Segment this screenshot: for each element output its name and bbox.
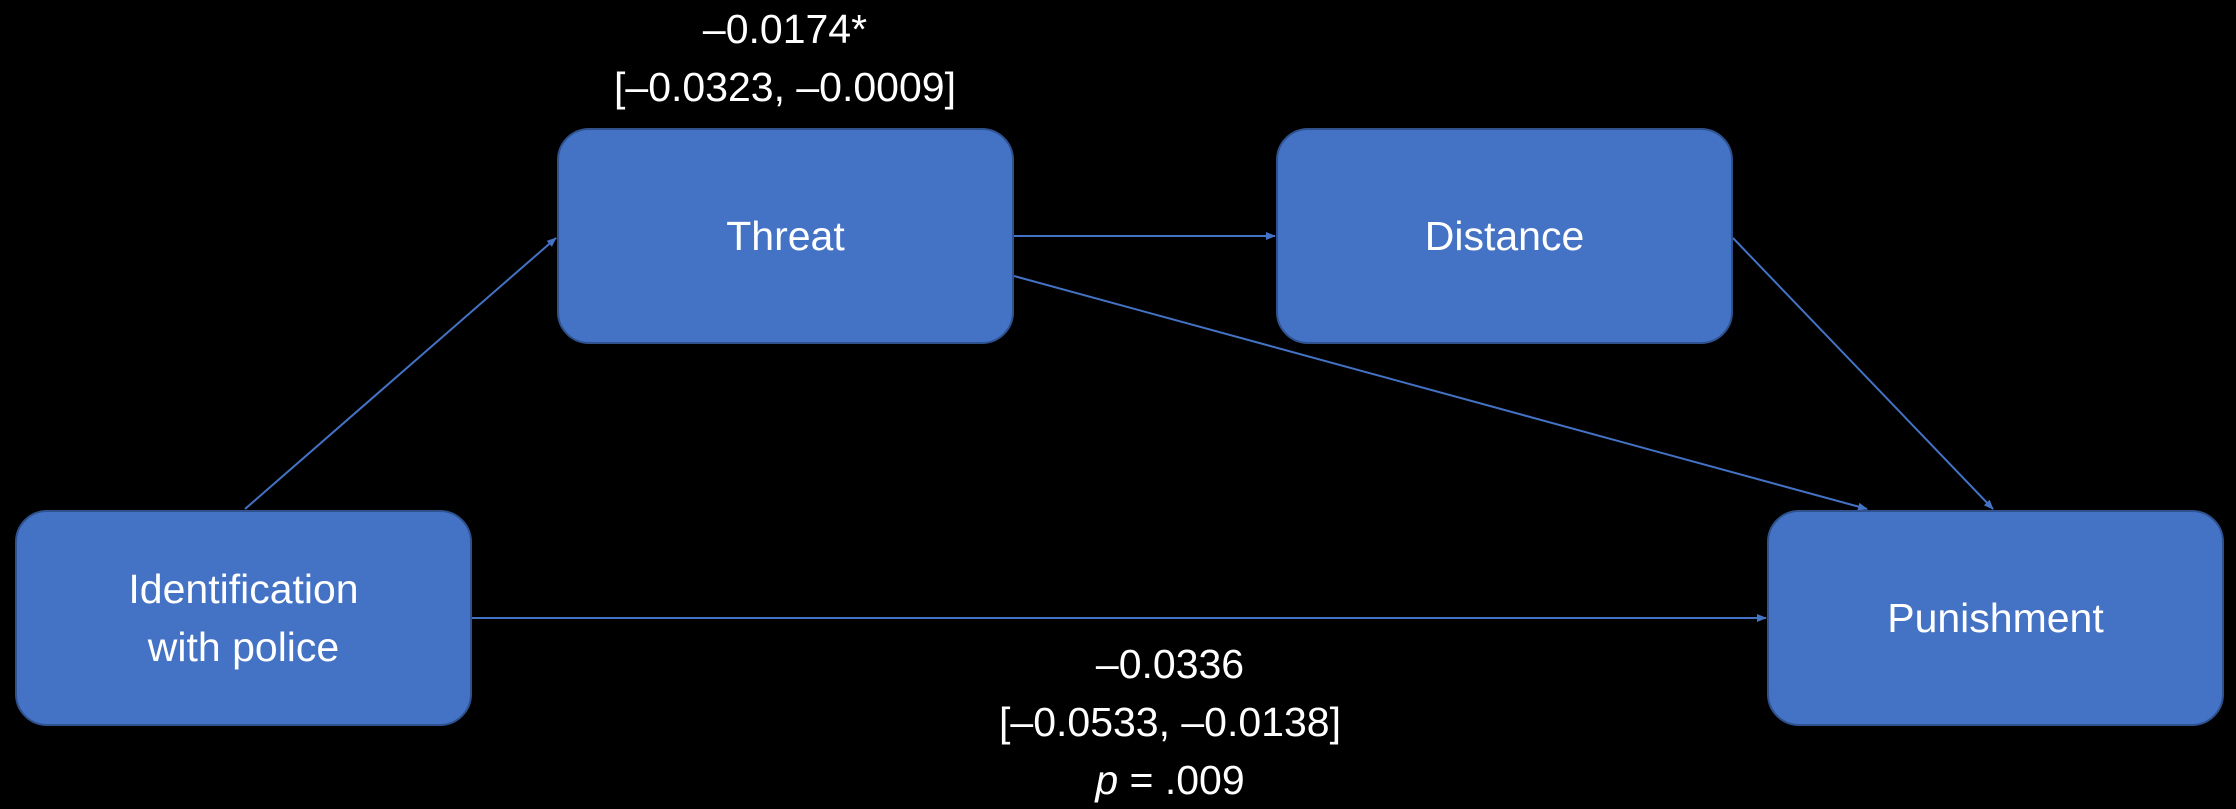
node-punishment-label: Punishment <box>1887 595 2104 641</box>
node-identification-with-police: Identification with police <box>15 510 472 726</box>
p-value: = .009 <box>1118 757 1245 803</box>
path-p-value-identification-to-punishment: p = .009 <box>960 751 1380 809</box>
path-estimate-identification-to-punishment: –0.0336 <box>1095 641 1245 687</box>
node-identification-label-line-2: with police <box>147 624 340 670</box>
node-punishment: Punishment <box>1767 510 2224 726</box>
path-ci-identification-to-punishment: [–0.0533, –0.0138] <box>999 699 1341 745</box>
path-ci-identification-to-threat: [–0.0323, –0.0009] <box>614 64 956 110</box>
node-threat-label: Threat <box>726 213 845 259</box>
path-label-identification-to-threat: –0.0174* [–0.0323, –0.0009] <box>585 0 985 116</box>
node-identification-label-line-1: Identification <box>128 566 359 612</box>
arrow-threat-to-punishment <box>1013 275 1868 511</box>
arrow-identification-to-threat <box>244 237 557 510</box>
p-symbol: p <box>1095 757 1119 803</box>
path-label-identification-to-punishment: –0.0336 [–0.0533, –0.0138] p = .009 <box>960 635 1380 809</box>
arrow-distance-to-punishment <box>1732 237 1994 510</box>
path-estimate-identification-to-threat: –0.0174* <box>702 6 868 52</box>
node-distance-label: Distance <box>1424 213 1585 259</box>
node-threat: Threat <box>557 128 1014 344</box>
node-distance: Distance <box>1276 128 1733 344</box>
